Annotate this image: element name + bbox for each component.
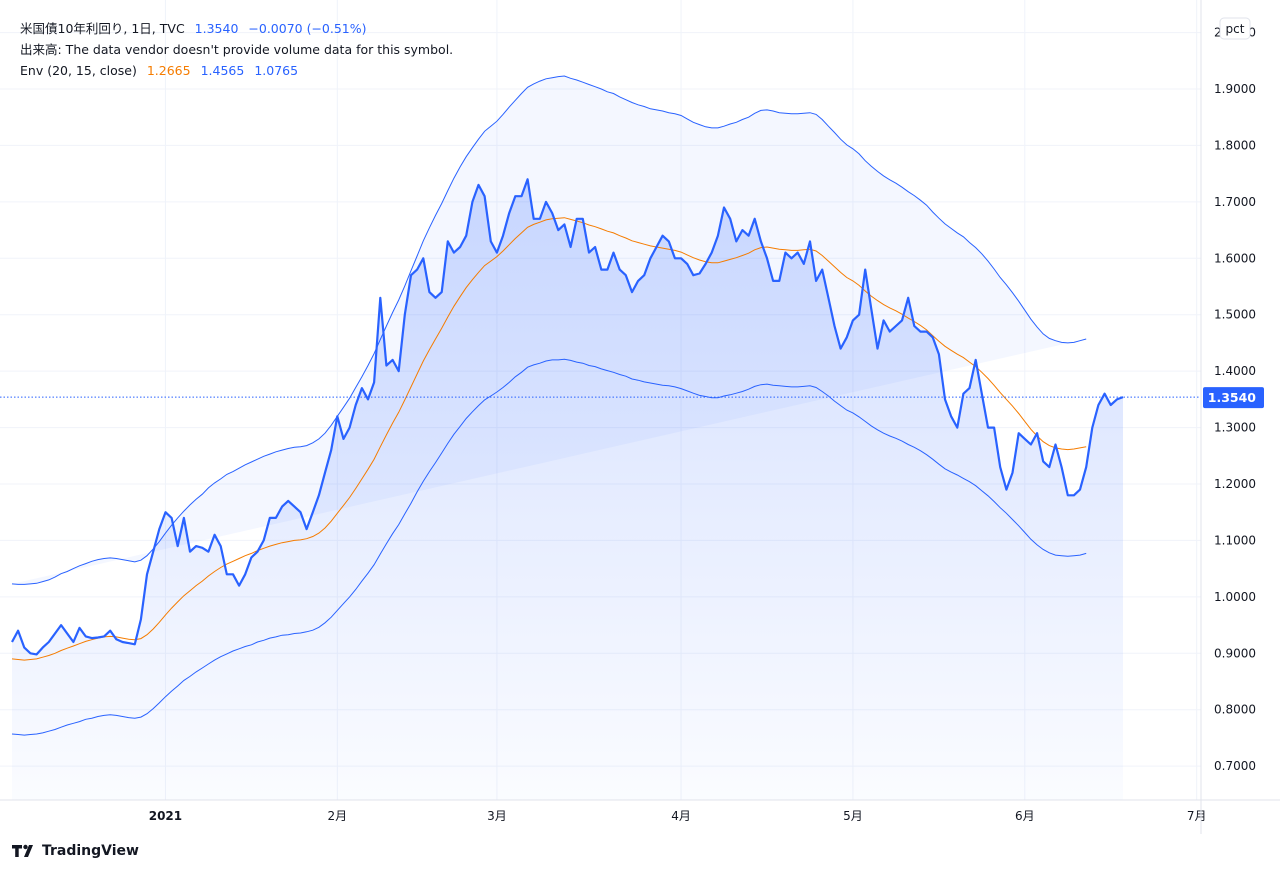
current-price-label[interactable]: 1.3540 [1203, 387, 1264, 409]
legend-symbol-row[interactable]: 米国債10年利回り, 1日, TVC 1.3540 −0.0070 (−0.51… [20, 18, 453, 39]
envelope-label: Env (20, 15, close) [20, 63, 137, 78]
symbol-label: 米国債10年利回り, 1日, TVC [20, 21, 185, 36]
y-tick-label: 1.6000 [1214, 251, 1256, 265]
envelope-upper-value: 1.4565 [200, 63, 245, 78]
y-tick-label: 1.8000 [1214, 138, 1256, 152]
current-price-label-box [1203, 387, 1264, 409]
legend-envelope-row[interactable]: Env (20, 15, close) 1.2665 1.4565 1.0765 [20, 60, 453, 81]
last-value: 1.3540 [194, 21, 239, 36]
x-tick-label: 2月 [328, 809, 348, 823]
envelope-basis-value: 1.2665 [146, 63, 191, 78]
legend-volume-row[interactable]: 出来高: The data vendor doesn't provide vol… [20, 39, 453, 60]
envelope-lower-value: 1.0765 [254, 63, 299, 78]
x-tick-label: 7月 [1187, 809, 1207, 823]
unit-badge[interactable]: pct [1219, 17, 1251, 40]
tradingview-logo-icon [12, 844, 33, 857]
envelope-upper-line[interactable] [11, 75, 1087, 585]
y-tick-label: 1.9000 [1214, 82, 1256, 96]
y-tick-label: 1.0000 [1214, 590, 1256, 604]
x-tick-label: 3月 [487, 809, 507, 823]
y-tick-label: 0.9000 [1214, 646, 1256, 660]
y-tick-label: 1.7000 [1214, 195, 1256, 209]
tradingview-logo-text: TradingView [42, 843, 139, 859]
change-value: −0.0070 (−0.51%) [248, 21, 367, 36]
y-tick-label: 0.7000 [1214, 759, 1256, 773]
unit-badge-box [1219, 17, 1251, 40]
axes: 2.00001.90001.80001.70001.60001.50001.40… [0, 0, 1280, 834]
x-tick-label: 4月 [671, 809, 691, 823]
price-area-fill [12, 179, 1123, 801]
price-line[interactable] [11, 178, 1124, 656]
x-tick-label: 6月 [1015, 809, 1035, 823]
y-tick-label: 1.3000 [1214, 421, 1256, 435]
envelope-basis-line[interactable] [11, 217, 1087, 661]
legend: 米国債10年利回り, 1日, TVC 1.3540 −0.0070 (−0.51… [20, 18, 453, 81]
envelope-lower-line[interactable] [11, 358, 1087, 736]
volume-message: 出来高: The data vendor doesn't provide vol… [20, 42, 454, 57]
y-tick-label: 1.2000 [1214, 477, 1256, 491]
current-price-label-text: 1.3540 [1208, 390, 1257, 405]
unit-badge-label: pct [1226, 22, 1245, 36]
tradingview-logo[interactable]: TradingView [12, 843, 139, 859]
x-tick-label: 2021 [149, 809, 182, 823]
x-tick-label: 5月 [843, 809, 863, 823]
y-tick-label: 1.4000 [1214, 364, 1256, 378]
y-tick-label: 1.5000 [1214, 308, 1256, 322]
y-tick-label: 0.8000 [1214, 703, 1256, 717]
y-tick-label: 1.1000 [1214, 533, 1256, 547]
